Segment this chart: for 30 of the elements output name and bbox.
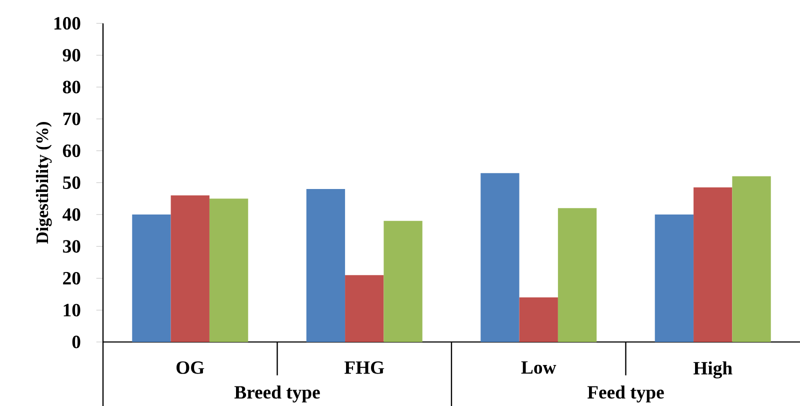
x-tick-label: OG [176, 361, 204, 374]
y-tick-label: 40 [62, 208, 80, 221]
x-tick-label: High [693, 361, 732, 378]
bar [480, 173, 520, 342]
bar [558, 208, 597, 342]
y-tick-label: 20 [63, 272, 80, 285]
text: Feed type [587, 385, 664, 402]
y-tick-label: 60 [62, 144, 80, 158]
bar [384, 220, 422, 342]
y-tick-label: 50 [63, 176, 80, 189]
x-tick-label: FHG [344, 361, 384, 374]
y-axis-title: Digestibility (%) [36, 122, 52, 244]
bar [732, 176, 771, 342]
bar [345, 275, 384, 342]
bar [519, 297, 558, 342]
x-tick-label: Low [521, 361, 556, 374]
y-tick-label: 80 [62, 80, 80, 94]
y-tick-label: 30 [63, 240, 80, 253]
y-tick-label: 0 [72, 336, 80, 348]
bar [209, 198, 248, 342]
bar [694, 187, 732, 342]
bar [654, 214, 694, 342]
text: Breed type [234, 385, 320, 402]
y-tick-label: 10 [64, 304, 80, 316]
y-tick-label: 100 [54, 17, 80, 30]
bar [132, 214, 171, 342]
bar [170, 195, 210, 342]
y-tick-label: 70 [63, 112, 80, 126]
y-tick-label: 90 [62, 48, 80, 62]
bar [306, 189, 346, 342]
